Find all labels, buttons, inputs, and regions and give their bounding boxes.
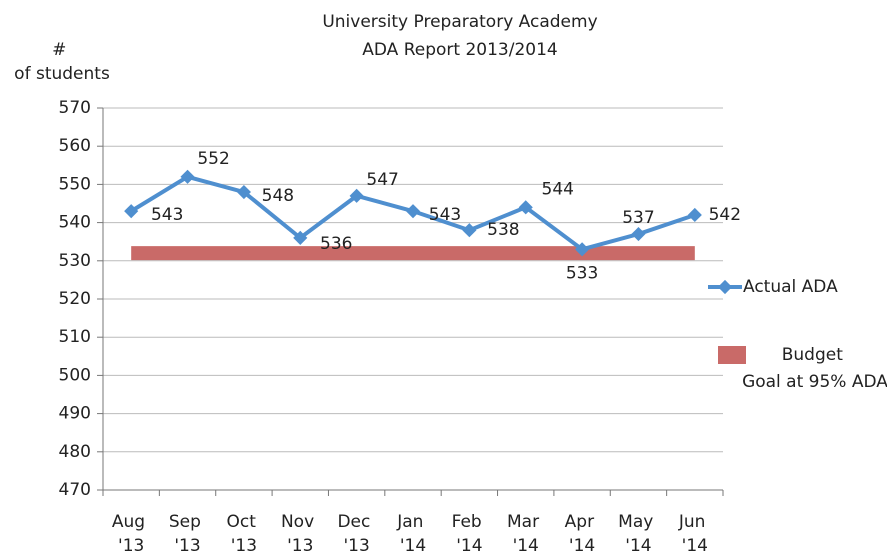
y-tick-label: 550 [59,174,91,194]
x-tick-label: Jan '14 [396,512,429,556]
x-tick-label: Dec '13 [337,512,375,556]
data-label: 538 [487,220,519,240]
data-label: 547 [366,170,398,190]
chart-subtitle: ADA Report 2013/2014 [362,40,557,60]
data-label: 544 [542,179,574,199]
x-tick-label: May '14 [618,512,659,556]
y-tick-label: 530 [59,251,91,271]
data-label: 543 [151,205,183,225]
marker [124,204,139,219]
x-tick-label: Sep '13 [169,512,206,556]
marker [575,242,590,257]
marker [293,230,308,245]
legend-label: Budget Goal at 95% ADA [742,345,887,392]
x-tick-label: Jun '14 [678,512,711,556]
legend-swatch [718,346,746,364]
y-tick-label: 520 [59,289,91,309]
y-tick-label: 570 [59,98,91,118]
chart-title: University Preparatory Academy [322,12,597,32]
data-label: 552 [197,149,229,169]
marker [236,184,251,200]
y-axis-label: # of students [14,40,110,84]
legend-label: Actual ADA [743,277,838,297]
y-tick-label: 540 [59,213,91,233]
y-tick-label: 500 [59,365,91,385]
marker [405,204,421,219]
x-tick-label: Aug '13 [112,512,151,556]
x-tick-label: Mar '14 [507,512,544,556]
data-label: 536 [320,234,352,254]
y-tick-label: 510 [59,327,91,347]
data-label: 548 [262,186,294,206]
y-tick-label: 480 [59,442,91,462]
marker [687,207,702,223]
legend-marker [717,279,733,295]
x-tick-label: Oct '13 [227,512,262,556]
marker [518,200,533,215]
marker [180,169,195,184]
x-tick-label: Apr '14 [565,512,600,556]
marker [631,226,646,242]
marker [349,188,364,203]
y-tick-label: 490 [59,404,91,424]
x-tick-label: Feb '14 [452,512,488,556]
data-label: 537 [622,208,654,228]
marker [462,223,477,238]
y-tick-label: 560 [59,136,91,156]
x-tick-label: Nov '13 [281,512,320,556]
data-label: 542 [709,205,741,225]
y-tick-label: 470 [59,480,91,500]
data-label: 543 [429,205,461,225]
data-label: 533 [566,263,598,283]
